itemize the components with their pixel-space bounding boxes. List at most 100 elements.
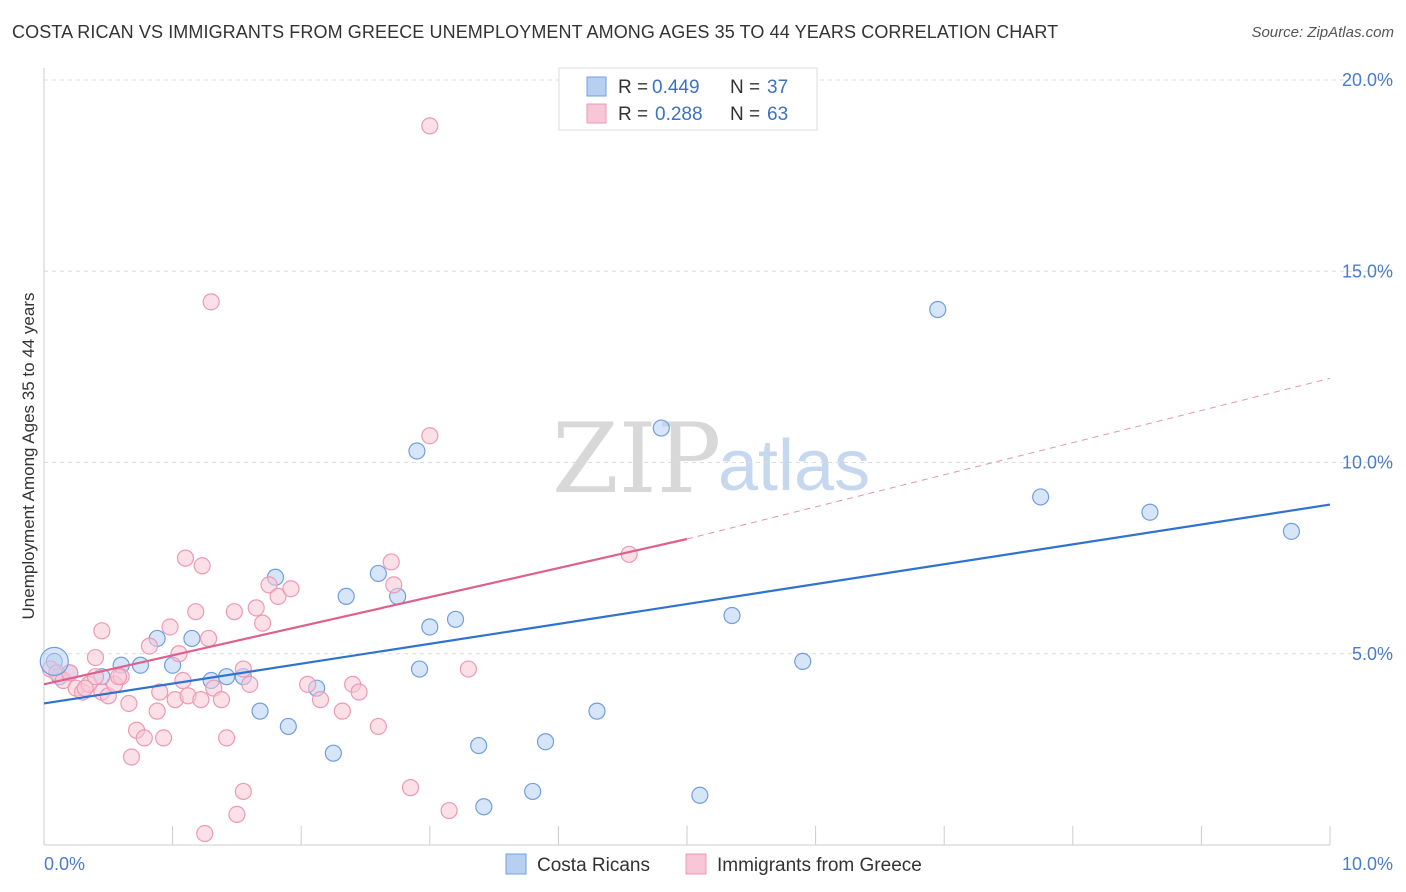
point-costa-ricans-17 bbox=[337, 587, 355, 605]
point-greece-29 bbox=[234, 660, 252, 678]
point-greece-32 bbox=[254, 614, 272, 632]
point-costa-ricans-34 bbox=[1032, 488, 1050, 506]
point-greece-33 bbox=[260, 576, 278, 594]
legend-r-label-1: R = bbox=[618, 104, 648, 125]
point-costa-ricans-5 bbox=[131, 656, 150, 674]
point-greece-15 bbox=[140, 637, 159, 655]
trend-line-costa-ricans bbox=[43, 503, 1331, 705]
point-greece-61 bbox=[109, 668, 128, 686]
point-greece-37 bbox=[311, 691, 330, 709]
chart-source: Source: ZipAtlas.com bbox=[1251, 24, 1394, 41]
point-greece-14 bbox=[135, 729, 153, 747]
point-costa-ricans-cluster bbox=[39, 646, 69, 677]
point-greece-27 bbox=[218, 729, 236, 747]
legend-r-value-1: 0.288 bbox=[655, 104, 703, 125]
point-costa-ricans-27 bbox=[536, 733, 555, 751]
point-costa-ricans-35 bbox=[1141, 503, 1159, 521]
point-greece-28 bbox=[225, 603, 243, 621]
point-greece-26 bbox=[212, 691, 231, 709]
legend-r-value-0: 0.449 bbox=[652, 77, 700, 98]
point-greece-41 bbox=[369, 717, 387, 736]
bottom-legend: Costa Ricans Immigrants from Greece bbox=[505, 853, 922, 876]
point-greece-55 bbox=[122, 748, 141, 766]
point-greece-34 bbox=[269, 587, 287, 605]
top-legend: R = 0.449 N = 37 R = 0.288 N = 63 bbox=[558, 67, 818, 131]
point-costa-ricans-32 bbox=[794, 652, 812, 671]
point-greece-60 bbox=[86, 648, 105, 667]
point-greece-40 bbox=[350, 683, 368, 701]
point-costa-ricans-8 bbox=[183, 629, 201, 648]
point-greece-16 bbox=[148, 702, 166, 720]
point-costa-ricans-25 bbox=[475, 798, 493, 816]
x-ticks bbox=[43, 826, 1331, 845]
point-greece-46 bbox=[440, 801, 458, 820]
y-tick-label-2: 15.0% bbox=[1342, 261, 1393, 281]
legend-swatch-costa-ricans bbox=[586, 76, 607, 97]
point-greece-59 bbox=[176, 549, 195, 567]
point-greece-36 bbox=[299, 675, 317, 693]
point-greece-38 bbox=[333, 702, 351, 720]
point-costa-ricans-24 bbox=[470, 736, 488, 755]
point-greece-47 bbox=[459, 660, 477, 678]
chart-title: COSTA RICAN VS IMMIGRANTS FROM GREECE UN… bbox=[12, 22, 1059, 42]
bottom-legend-label-greece: Immigrants from Greece bbox=[717, 855, 922, 876]
point-greece-35 bbox=[282, 580, 300, 598]
y-tick-label-1: 10.0% bbox=[1342, 453, 1393, 473]
legend-n-value-0: 37 bbox=[767, 77, 788, 98]
point-greece-42 bbox=[382, 553, 400, 571]
bottom-legend-swatch-greece bbox=[685, 853, 707, 875]
point-greece-23 bbox=[192, 691, 210, 709]
point-greece-31 bbox=[247, 599, 265, 617]
watermark-zip: ZIP bbox=[552, 403, 721, 515]
trend-line-greece-extension bbox=[686, 377, 1331, 540]
point-greece-62 bbox=[76, 679, 94, 697]
point-greece-12 bbox=[120, 694, 138, 713]
gridlines bbox=[44, 79, 1393, 655]
point-costa-ricans-33 bbox=[929, 300, 947, 319]
point-greece-54 bbox=[93, 622, 111, 640]
point-costa-ricans-28 bbox=[588, 702, 606, 720]
point-costa-ricans-20 bbox=[408, 442, 426, 460]
point-greece-18 bbox=[161, 618, 179, 636]
point-costa-ricans-14 bbox=[279, 717, 297, 736]
point-greece-24 bbox=[200, 629, 218, 648]
point-greece-22 bbox=[187, 603, 205, 621]
trend-line-greece bbox=[43, 537, 688, 686]
y-axis-title: Unemployment Among Ages 35 to 44 years bbox=[19, 293, 38, 620]
point-greece-45 bbox=[421, 427, 439, 445]
point-costa-ricans-18 bbox=[369, 564, 387, 583]
point-greece-58 bbox=[193, 557, 211, 575]
legend-n-value-1: 63 bbox=[767, 104, 788, 125]
y-tick-label-3: 20.0% bbox=[1342, 70, 1393, 90]
bottom-legend-swatch-costa-ricans bbox=[505, 853, 527, 875]
point-costa-ricans-16 bbox=[324, 744, 342, 762]
legend-n-label-1: N = bbox=[730, 104, 760, 125]
point-greece-51 bbox=[228, 805, 246, 824]
point-costa-ricans-31 bbox=[723, 606, 741, 625]
point-greece-56 bbox=[151, 683, 169, 701]
point-costa-ricans-30 bbox=[691, 786, 709, 804]
scatter-points bbox=[39, 117, 1301, 843]
point-costa-ricans-26 bbox=[524, 782, 542, 801]
watermark-atlas: atlas bbox=[718, 426, 870, 506]
legend-swatch-greece bbox=[586, 103, 607, 124]
point-costa-ricans-29 bbox=[652, 419, 670, 437]
point-greece-52 bbox=[234, 782, 252, 801]
legend-r-label-0: R = bbox=[618, 77, 648, 98]
point-greece-44 bbox=[401, 779, 420, 797]
x-tick-label-right: 10.0% bbox=[1342, 854, 1393, 874]
bottom-legend-label-costa-ricans: Costa Ricans bbox=[537, 855, 650, 876]
x-tick-label-left: 0.0% bbox=[44, 854, 85, 874]
trend-lines bbox=[43, 377, 1331, 705]
point-costa-ricans-23 bbox=[446, 610, 465, 628]
point-costa-ricans-12 bbox=[251, 702, 269, 720]
point-greece-53 bbox=[196, 824, 214, 843]
point-greece-49 bbox=[202, 293, 220, 311]
y-tick-label-0: 5.0% bbox=[1352, 644, 1393, 664]
point-greece-30 bbox=[241, 675, 259, 693]
point-greece-17 bbox=[154, 729, 173, 747]
point-costa-ricans-21 bbox=[410, 660, 429, 678]
point-costa-ricans-36 bbox=[1282, 522, 1301, 540]
legend-n-label-0: N = bbox=[730, 77, 760, 98]
